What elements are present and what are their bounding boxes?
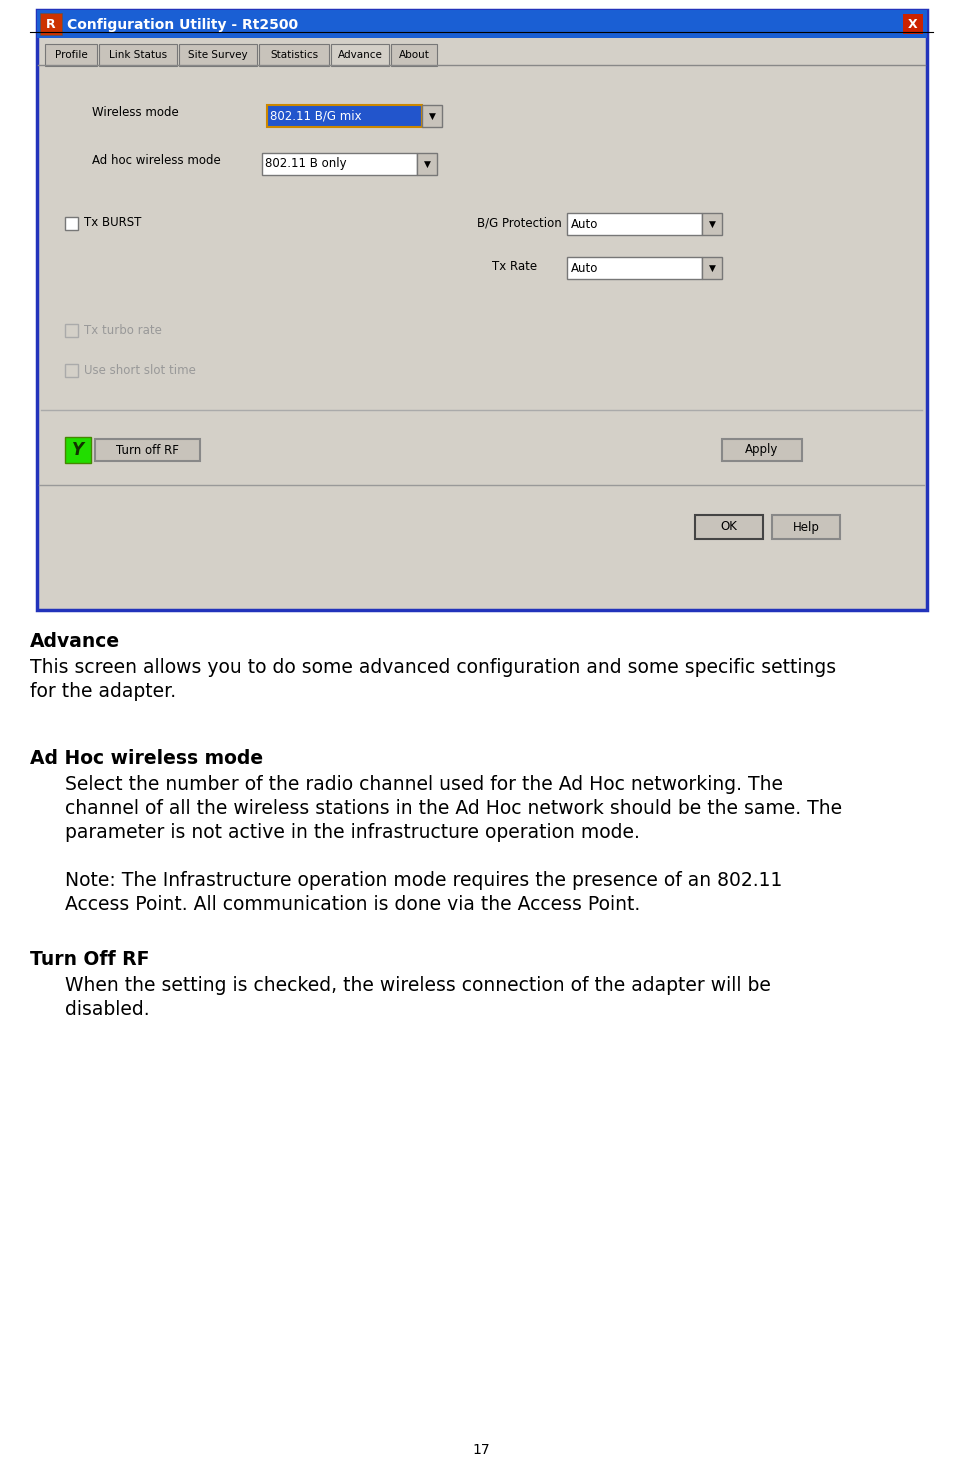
Bar [422,105,442,127]
Text: ▼: ▼ [424,159,430,168]
Text: ▼: ▼ [429,111,435,120]
Text: Use short slot time: Use short slot time [84,364,195,377]
Text: B/G Protection: B/G Protection [477,216,561,229]
Text: 802.11 B/G mix: 802.11 B/G mix [270,110,362,123]
Text: Y: Y [72,441,84,459]
Text: About: About [399,50,429,60]
Bar [65,437,91,463]
Text: Statistics: Statistics [270,50,318,60]
Bar [391,44,437,66]
Bar [702,257,722,279]
Bar [40,13,62,35]
Text: Profile: Profile [55,50,88,60]
Text: Auto: Auto [571,262,598,275]
Text: channel of all the wireless stations in the Ad Hoc network should be the same. T: channel of all the wireless stations in … [65,799,842,818]
Bar [772,514,840,539]
Bar [262,153,417,175]
Text: Ad Hoc wireless mode: Ad Hoc wireless mode [30,749,263,768]
Bar [37,10,927,611]
Text: Link Status: Link Status [109,50,167,60]
Bar [95,438,200,462]
Bar [65,218,78,229]
Bar [267,105,422,127]
Text: Advance: Advance [338,50,382,60]
Text: This screen allows you to do some advanced configuration and some specific setti: This screen allows you to do some advanc… [30,657,836,676]
Text: parameter is not active in the infrastructure operation mode.: parameter is not active in the infrastru… [65,823,639,842]
Text: disabled.: disabled. [65,1001,149,1020]
Text: Turn Off RF: Turn Off RF [30,951,149,970]
Text: Ad hoc wireless mode: Ad hoc wireless mode [92,155,221,168]
Bar [695,514,763,539]
Text: Auto: Auto [571,218,598,231]
Bar [702,213,722,235]
Text: Tx Rate: Tx Rate [492,260,537,273]
Bar [259,44,329,66]
Text: Wireless mode: Wireless mode [92,107,179,120]
Text: ▼: ▼ [709,263,716,273]
Text: Tx BURST: Tx BURST [84,216,142,229]
Text: Tx turbo rate: Tx turbo rate [84,323,162,336]
Bar [722,438,802,462]
Bar [65,364,78,377]
Bar [65,324,78,337]
Text: Help: Help [793,520,820,533]
Text: Note: The Infrastructure operation mode requires the presence of an 802.11: Note: The Infrastructure operation mode … [65,871,782,890]
Text: Site Survey: Site Survey [188,50,247,60]
Text: X: X [908,18,918,31]
Text: Advance: Advance [30,633,120,652]
Text: Apply: Apply [745,444,779,456]
Text: for the adapter.: for the adapter. [30,682,176,701]
Bar [903,15,923,34]
Bar [417,153,437,175]
Text: 802.11 B only: 802.11 B only [265,158,347,171]
Text: Access Point. All communication is done via the Access Point.: Access Point. All communication is done … [65,896,640,915]
Text: Turn off RF: Turn off RF [116,444,178,456]
Bar [37,10,927,38]
Text: R: R [46,18,56,31]
Bar [99,44,177,66]
Bar [567,213,702,235]
Text: OK: OK [720,520,738,533]
Text: When the setting is checked, the wireless connection of the adapter will be: When the setting is checked, the wireles… [65,976,770,995]
Bar [45,44,97,66]
Text: 17: 17 [472,1443,490,1457]
Bar [567,257,702,279]
Bar [179,44,257,66]
Text: Configuration Utility - Rt2500: Configuration Utility - Rt2500 [67,18,299,32]
Text: ▼: ▼ [709,219,716,228]
Text: Select the number of the radio channel used for the Ad Hoc networking. The: Select the number of the radio channel u… [65,776,783,795]
Bar [331,44,389,66]
